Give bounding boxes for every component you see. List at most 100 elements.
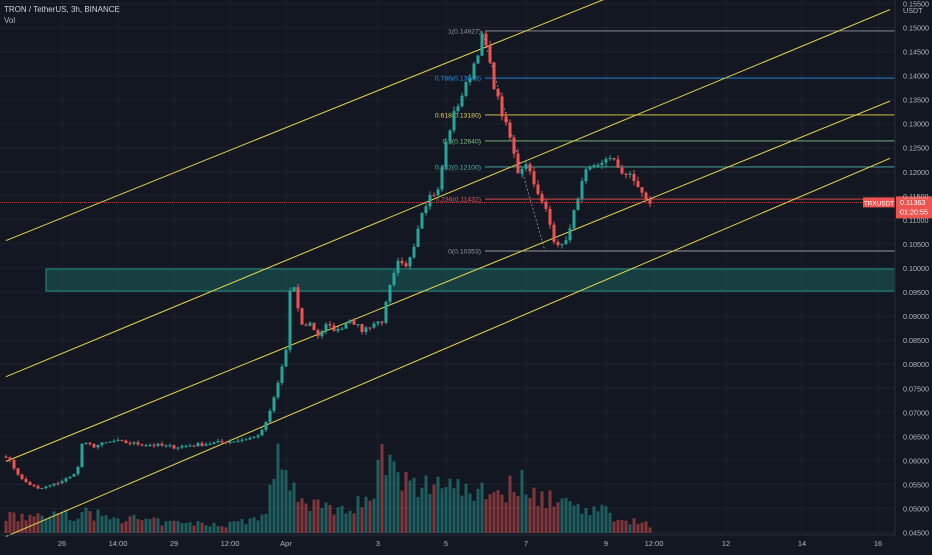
candle-body	[472, 63, 476, 79]
volume-bar	[432, 484, 436, 533]
volume-bar	[108, 519, 112, 533]
volume-bar	[76, 518, 80, 533]
volume-bar	[612, 521, 616, 533]
candle-body	[504, 116, 508, 123]
candle-body	[508, 122, 512, 138]
y-tick-label: 0.14500	[903, 47, 929, 56]
candle-body	[292, 287, 296, 292]
candle-body	[280, 366, 284, 383]
volume-bar	[112, 517, 116, 533]
candle-body	[76, 467, 80, 474]
candle-body	[136, 442, 140, 445]
last-price-tag-bg	[896, 196, 932, 219]
candle-body	[220, 441, 224, 443]
y-tick-label: 0.06000	[903, 456, 929, 465]
volume-bar	[16, 521, 20, 533]
x-tick-label: Apr	[280, 539, 292, 548]
volume-bar	[524, 494, 528, 533]
candle-body	[584, 169, 588, 182]
volume-bar	[296, 501, 300, 533]
candle-body	[232, 441, 236, 443]
candle-body	[288, 291, 292, 350]
last-price-countdown: 01:20:55	[900, 207, 928, 216]
volume-bar	[216, 525, 220, 533]
volume-bar	[640, 522, 644, 533]
volume-bar	[364, 496, 368, 533]
candle-body	[184, 445, 188, 447]
volume-bar	[416, 497, 420, 533]
candle-body	[452, 111, 456, 131]
candle-body	[400, 260, 404, 264]
candle-body	[544, 201, 548, 209]
volume-bar	[12, 512, 16, 533]
candle-body	[28, 481, 32, 486]
candle-body	[96, 444, 100, 448]
volume-bar	[232, 521, 236, 533]
candle-body	[180, 445, 184, 448]
candle-body	[412, 246, 416, 258]
candle-body	[160, 443, 164, 446]
candle-body	[24, 478, 28, 482]
volume-bar	[100, 515, 104, 533]
volume-bar	[124, 521, 128, 533]
candle-body	[332, 325, 336, 331]
volume-bar	[88, 511, 92, 533]
candle-body	[620, 167, 624, 174]
volume-bar	[208, 526, 212, 533]
volume-bar	[168, 520, 172, 533]
volume-bar	[636, 524, 640, 533]
volume-bar	[552, 506, 556, 533]
candle-body	[316, 330, 320, 337]
candle-body	[600, 162, 604, 166]
volume-bar	[380, 444, 384, 533]
fib-level-label: 0.5(0.12640)	[442, 138, 481, 145]
candle-body	[12, 460, 16, 469]
candles	[4, 31, 652, 490]
volume-bar	[568, 501, 572, 533]
candle-body	[300, 308, 304, 325]
candle-body	[248, 437, 252, 440]
candle-body	[120, 440, 124, 442]
y-tick-label: 0.13500	[903, 96, 929, 105]
y-tick-label: 0.05000	[903, 505, 929, 514]
candle-body	[256, 435, 260, 437]
volume-bar	[320, 507, 324, 533]
candle-body	[176, 447, 180, 449]
volume-bar	[396, 472, 400, 533]
x-tick-label: 9	[604, 539, 608, 548]
volume-bar	[620, 520, 624, 533]
volume-bar	[252, 517, 256, 533]
candle-body	[284, 349, 288, 367]
price-axis: 0.04500 0.05000 0.05500 0.06000 0.06500 0.070…	[894, 0, 929, 538]
candle-body	[8, 457, 12, 461]
volume-bar	[528, 498, 532, 533]
volume-bar	[180, 522, 184, 533]
candle-body	[228, 441, 232, 443]
volume-bar	[624, 520, 628, 533]
candle-body	[264, 422, 268, 431]
candle-body	[360, 324, 364, 332]
x-tick-label: 12:00	[221, 539, 240, 548]
volume-bar	[56, 513, 60, 533]
candle-body	[460, 95, 464, 107]
volume-bar	[540, 491, 544, 533]
volume-bar	[604, 506, 608, 533]
volume-bar	[356, 496, 360, 533]
volume-bar	[404, 471, 408, 533]
volume-bar	[272, 478, 276, 533]
volume-bar	[172, 520, 176, 533]
candle-body	[124, 440, 128, 444]
volume-bar	[472, 500, 476, 533]
volume-bar	[564, 497, 568, 533]
volume-bar	[632, 518, 636, 533]
candle-body	[272, 397, 276, 411]
volume-bar	[420, 487, 424, 533]
volume-bar	[644, 521, 648, 533]
volume-bar	[368, 500, 372, 533]
candle-body	[632, 173, 636, 181]
candle-body	[568, 228, 572, 241]
volume-bar	[72, 521, 76, 533]
